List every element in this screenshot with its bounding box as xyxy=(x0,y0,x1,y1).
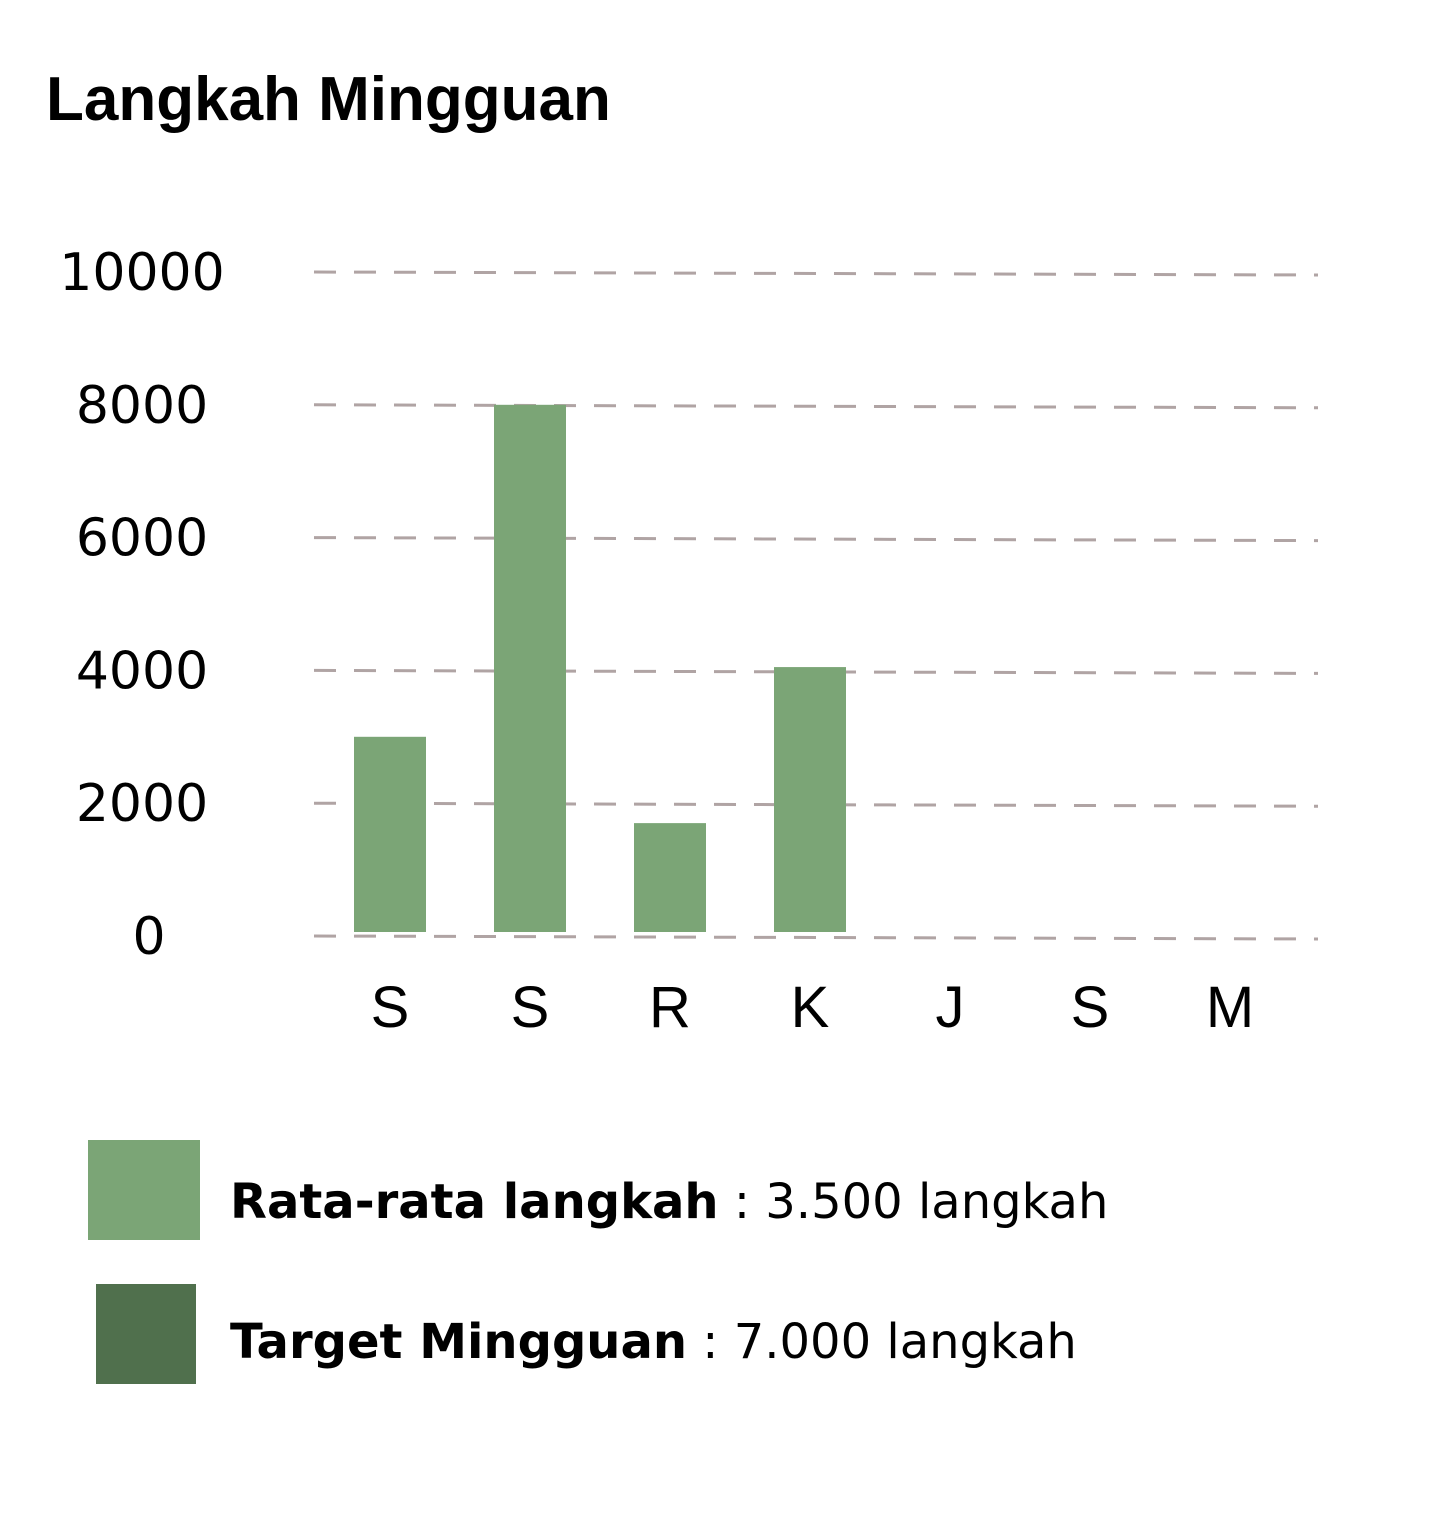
gridline-2000 xyxy=(313,801,1319,808)
bar-chart: 0 2000 4000 6000 8000 10000 S S R K J S M xyxy=(59,243,1319,1040)
y-tick-label: 2000 xyxy=(76,774,208,834)
x-tick-label: J xyxy=(936,975,965,1040)
gridlines xyxy=(313,270,1319,941)
legend-item-average: Rata-rata langkah : 3.500 langkah xyxy=(0,1140,1200,1250)
y-tick-label: 10000 xyxy=(59,243,224,303)
bar-3 xyxy=(774,667,846,932)
y-axis-ticks: 0 2000 4000 6000 8000 10000 xyxy=(59,243,224,967)
legend-swatch-target xyxy=(96,1284,196,1384)
legend-item-target: Target Mingguan : 7.000 langkah xyxy=(0,1284,1200,1394)
x-tick-label: S xyxy=(511,975,550,1040)
legend-swatch-average xyxy=(88,1140,200,1240)
legend-text-target: Target Mingguan : 7.000 langkah xyxy=(230,1312,1077,1372)
gridline-0 xyxy=(313,934,1319,941)
x-tick-label: S xyxy=(1071,975,1110,1040)
x-tick-label: K xyxy=(791,975,830,1040)
y-tick-label: 8000 xyxy=(76,376,208,436)
legend-text-average: Rata-rata langkah : 3.500 langkah xyxy=(230,1172,1108,1232)
gridline-8000 xyxy=(313,403,1319,410)
x-tick-label: S xyxy=(371,975,410,1040)
x-tick-label: M xyxy=(1206,975,1254,1040)
y-tick-label: 4000 xyxy=(76,641,208,701)
gridline-4000 xyxy=(313,668,1319,675)
bar-0 xyxy=(354,736,426,932)
gridline-6000 xyxy=(313,536,1319,543)
bars xyxy=(354,404,846,932)
legend-label-target: Target Mingguan xyxy=(230,1314,688,1370)
gridline-10000 xyxy=(313,270,1319,277)
bar-1 xyxy=(494,404,566,932)
legend-value-average: : 3.500 langkah xyxy=(718,1174,1109,1230)
bar-2 xyxy=(634,823,706,932)
y-tick-label: 0 xyxy=(132,907,165,967)
chart-title: Langkah Mingguan xyxy=(46,65,611,134)
y-tick-label: 6000 xyxy=(76,509,208,569)
x-tick-label: R xyxy=(649,975,691,1040)
legend-value-target: : 7.000 langkah xyxy=(687,1314,1077,1370)
legend-label-average: Rata-rata langkah xyxy=(230,1174,719,1230)
